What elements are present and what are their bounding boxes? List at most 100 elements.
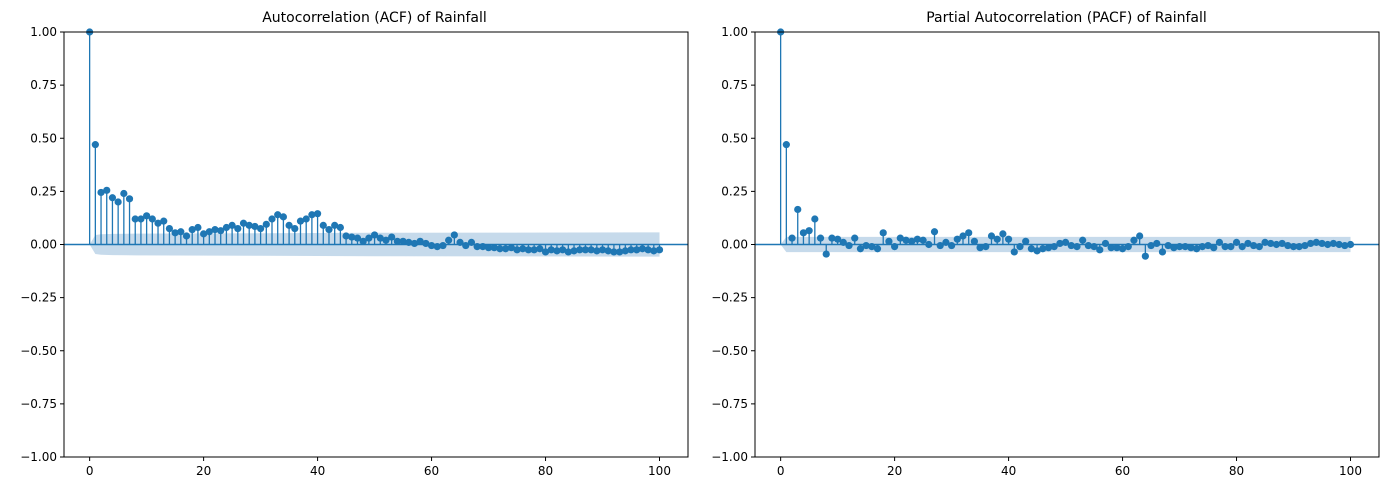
pacf-y-tick-label: −0.25 xyxy=(711,291,748,305)
pacf-marker xyxy=(1090,243,1098,251)
pacf-marker xyxy=(873,245,882,253)
acf-y-tick-label: 0.75 xyxy=(30,78,57,92)
pacf-marker xyxy=(1175,243,1184,251)
pacf-marker xyxy=(1096,246,1104,254)
acf-marker xyxy=(291,224,299,233)
acf-marker xyxy=(217,227,225,235)
acf-marker xyxy=(581,246,590,254)
acf-y-tick-label: 0.25 xyxy=(30,184,57,198)
pacf-y-tick-label: 0.75 xyxy=(721,78,748,92)
pacf-marker xyxy=(1061,238,1070,246)
acf-marker xyxy=(108,194,117,202)
pacf-x-axis: 0 20 40 60 80 100 xyxy=(777,457,1362,478)
acf-plot-area xyxy=(64,28,688,257)
pacf-y-tick-label: −0.50 xyxy=(711,344,748,358)
acf-x-tick-label: 80 xyxy=(538,464,553,478)
pacf-marker xyxy=(1170,244,1178,252)
pacf-marker xyxy=(1033,247,1041,255)
acf-marker xyxy=(456,238,464,246)
acf-marker xyxy=(604,247,612,255)
pacf-marker xyxy=(1278,239,1286,248)
pacf-marker xyxy=(1118,245,1127,253)
acf-marker xyxy=(479,243,487,251)
pacf-marker xyxy=(1113,244,1121,252)
pacf-marker xyxy=(1198,243,1206,251)
pacf-marker xyxy=(868,243,876,251)
pacf-marker xyxy=(845,241,853,250)
pacf-marker xyxy=(1210,244,1218,252)
pacf-marker xyxy=(1335,240,1343,249)
acf-marker xyxy=(502,245,510,253)
pacf-marker xyxy=(902,236,910,244)
pacf-x-tick-label: 60 xyxy=(1115,464,1130,478)
acf-marker xyxy=(553,247,561,255)
pacf-marker xyxy=(1250,241,1258,250)
acf-marker xyxy=(194,223,202,232)
pacf-marker xyxy=(1318,239,1326,248)
acf-marker xyxy=(205,228,213,236)
acf-marker xyxy=(319,221,327,229)
pacf-marker xyxy=(1227,243,1235,251)
pacf-marker xyxy=(942,238,950,246)
pacf-marker xyxy=(953,235,961,243)
acf-marker xyxy=(541,248,550,256)
pacf-marker xyxy=(970,237,978,245)
pacf-marker xyxy=(1147,241,1155,250)
pacf-marker xyxy=(1341,241,1349,250)
pacf-marker xyxy=(1329,239,1338,248)
pacf-marker xyxy=(1107,244,1115,252)
acf-marker xyxy=(131,215,139,223)
acf-marker xyxy=(188,226,196,234)
acf-marker xyxy=(450,231,458,239)
acf-x-tick-label: 20 xyxy=(196,464,211,478)
pacf-marker xyxy=(908,237,916,245)
pacf-marker xyxy=(1027,245,1035,253)
acf-marker xyxy=(348,233,356,241)
pacf-marker xyxy=(862,241,870,250)
acf-marker xyxy=(559,246,567,254)
acf-marker xyxy=(268,215,276,223)
pacf-marker xyxy=(976,244,984,252)
acf-marker xyxy=(279,213,287,221)
pacf-marker xyxy=(1101,239,1110,248)
pacf-marker xyxy=(856,245,865,253)
acf-marker xyxy=(627,246,635,254)
acf-marker xyxy=(211,226,219,234)
acf-marker xyxy=(177,228,185,236)
acf-marker xyxy=(598,246,607,254)
acf-x-axis: 0 20 40 60 80 100 xyxy=(86,457,671,478)
pacf-title: Partial Autocorrelation (PACF) of Rainfa… xyxy=(926,10,1207,26)
pacf-marker xyxy=(993,235,1001,243)
pacf-marker xyxy=(1056,239,1064,248)
acf-marker xyxy=(467,238,476,246)
pacf-x-tick-label: 40 xyxy=(1001,464,1016,478)
acf-marker xyxy=(519,245,527,253)
pacf-marker xyxy=(948,241,956,250)
acf-marker xyxy=(148,215,156,223)
pacf-y-tick-label: −1.00 xyxy=(711,450,748,464)
acf-marker xyxy=(536,245,544,253)
acf-marker xyxy=(239,219,248,227)
pacf-marker xyxy=(1079,236,1087,244)
acf-marker xyxy=(524,246,533,254)
pacf-marker xyxy=(1324,240,1332,249)
acf-marker xyxy=(103,186,111,194)
acf-marker xyxy=(616,248,624,256)
acf-title: Autocorrelation (ACF) of Rainfall xyxy=(262,10,487,26)
pacf-marker xyxy=(936,241,944,250)
pacf-marker xyxy=(959,232,967,240)
pacf-marker xyxy=(913,235,922,243)
acf-marker xyxy=(496,245,504,253)
pacf-marker xyxy=(930,228,939,236)
pacf-marker xyxy=(1295,243,1303,251)
acf-marker xyxy=(410,239,419,248)
acf-marker xyxy=(610,248,618,256)
acf-marker xyxy=(165,224,174,233)
pacf-marker xyxy=(805,227,813,235)
acf-marker xyxy=(399,237,407,245)
acf-marker xyxy=(462,241,470,250)
pacf-marker xyxy=(1044,244,1053,252)
pacf-marker xyxy=(816,234,825,242)
pacf-marker xyxy=(1261,238,1269,246)
pacf-marker xyxy=(1232,238,1241,246)
